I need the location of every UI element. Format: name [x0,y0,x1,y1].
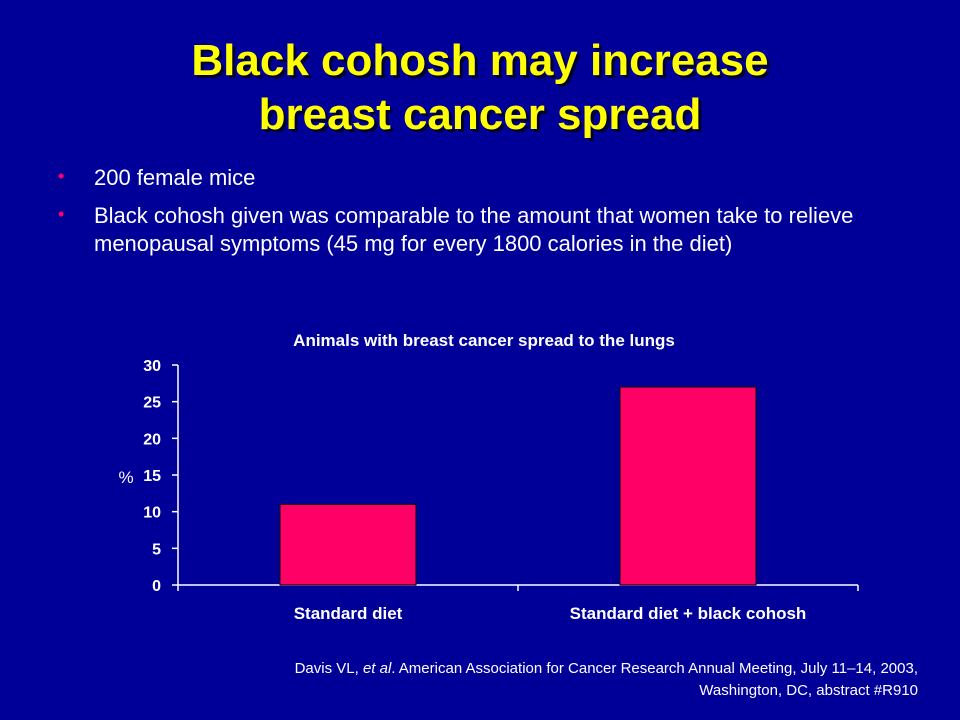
y-ticks: 0 5 10 15 20 25 30 [143,358,178,595]
y-tick-label: 25 [143,395,161,412]
bullet-icon: • [58,204,65,224]
bullet-text: 200 female mice [94,165,256,190]
title-line-1: Black cohosh may increase [191,36,769,85]
y-tick-label: 30 [143,358,161,375]
y-tick-label: 10 [143,505,161,522]
citation-et-al: et al [362,660,392,677]
citation-authors: Davis VL, [294,660,363,677]
title-line-2: breast cancer spread [258,90,702,139]
slide-title: Black cohosh may increase breast cancer … [0,34,960,142]
bar [279,503,417,586]
bullet-list: • 200 female mice • Black cohosh given w… [58,164,898,268]
bullet-text: Black cohosh given was comparable to the… [94,203,854,256]
y-axis-label: % [118,468,133,487]
citation-source: . American Association for Cancer Resear… [391,660,918,677]
citation-line-1: Davis VL, et al. American Association fo… [140,658,918,680]
bar [619,386,757,586]
y-tick-label: 20 [143,431,161,448]
x-category-label: Standard diet + black cohosh [570,604,807,623]
y-tick-label: 5 [152,541,161,558]
citation-line-2: Washington, DC, abstract #R910 [699,682,918,699]
x-category-labels: Standard diet Standard diet + black cohos… [294,604,807,623]
chart-title: Animals with breast cancer spread to the… [293,331,675,350]
bars [279,386,757,586]
citation: Davis VL, et al. American Association fo… [140,658,918,702]
bullet-icon: • [58,166,65,186]
y-tick-label: 0 [152,578,161,595]
bar-chart: Animals with breast cancer spread to the… [118,331,859,623]
x-category-label: Standard diet [294,604,403,623]
bullet-item: • Black cohosh given was comparable to t… [58,202,898,258]
bullet-item: • 200 female mice [58,164,898,192]
y-tick-label: 15 [143,468,161,485]
